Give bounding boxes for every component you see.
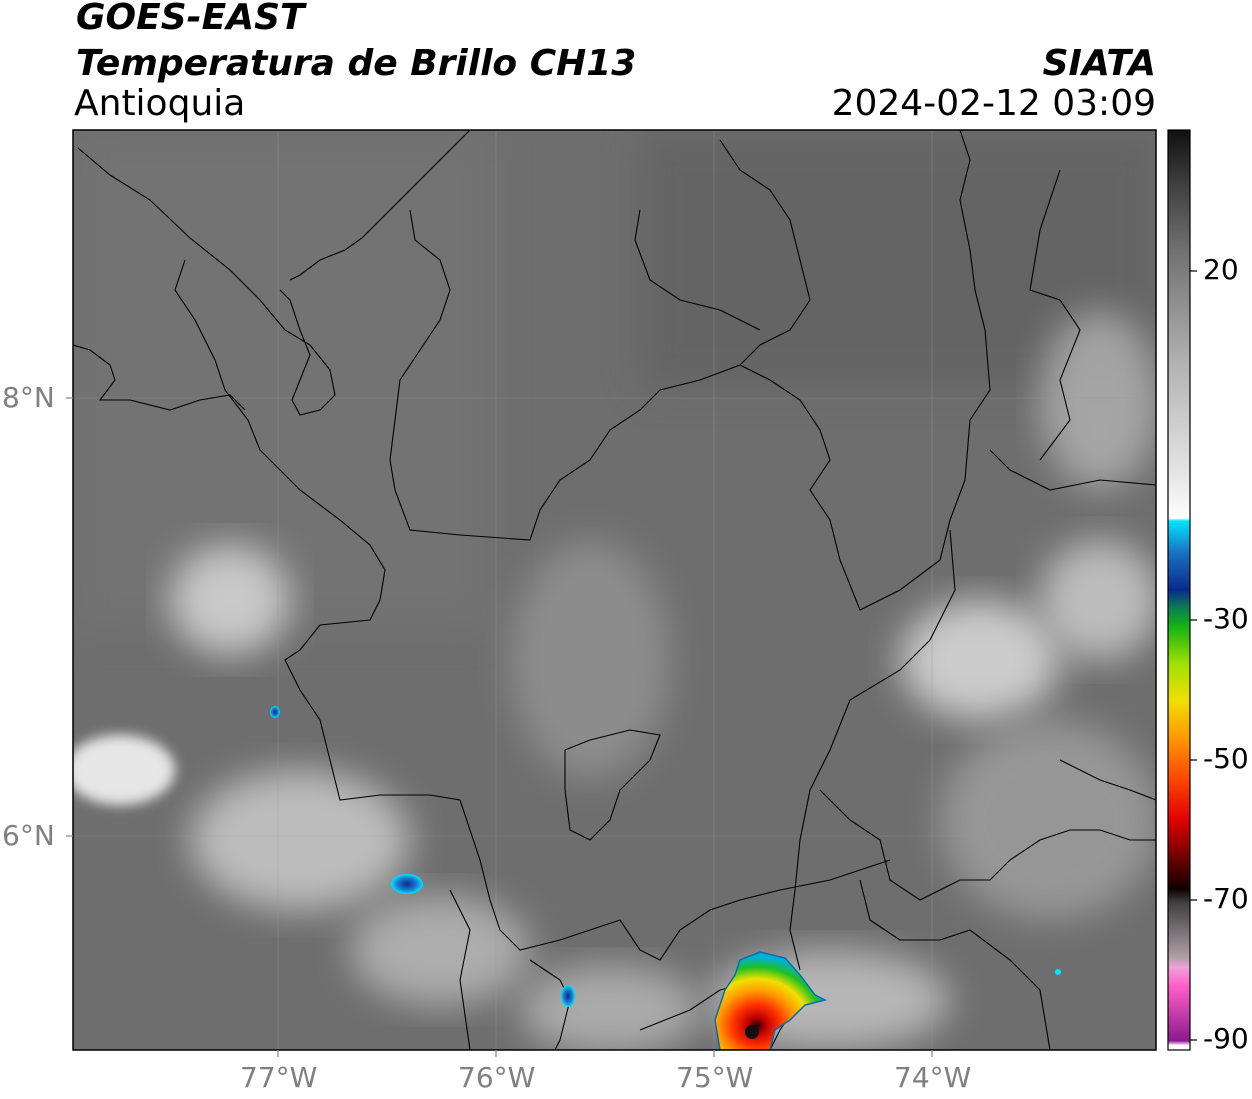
medellin-area — [564, 729, 661, 841]
agency-label: SIATA — [1042, 43, 1156, 84]
convective-cell-3 — [561, 985, 575, 1007]
cloud-7 — [1040, 310, 1156, 490]
cloud-3 — [190, 770, 410, 910]
santander-border — [989, 449, 1156, 491]
east-border — [1059, 759, 1156, 801]
cloud-6 — [1040, 540, 1156, 660]
cloud-4 — [350, 895, 530, 1005]
valley-brightness — [510, 540, 670, 780]
antioquia-north-border — [389, 139, 811, 541]
cloud-8 — [940, 720, 1156, 920]
coastline-darien — [73, 344, 246, 411]
satellite-title: GOES-EAST — [76, 0, 305, 38]
lon-label-75w: 75°W — [676, 1061, 754, 1094]
colorbar-ticks — [1190, 270, 1197, 1041]
map-frame — [72, 129, 1157, 1051]
cloud-1 — [170, 545, 290, 655]
antioquia-east-border — [789, 529, 956, 971]
colorbar-label-20: 20 — [1203, 253, 1239, 286]
coastline-uraba — [77, 147, 336, 416]
convective-cell-2 — [391, 874, 423, 894]
convective-cell-4 — [1055, 969, 1061, 975]
boyaca-border — [819, 789, 1156, 901]
venezuela-border — [1029, 169, 1081, 461]
product-title: Temperatura de Brillo CH13 — [76, 43, 637, 84]
lon-label-76w: 76°W — [458, 1061, 536, 1094]
map-panel — [73, 130, 1156, 1050]
tone-nw — [73, 130, 493, 630]
lon-label-74w: 74°W — [894, 1061, 972, 1094]
colorbar-label-minus70: -70 — [1203, 882, 1249, 915]
bolivar-border — [739, 130, 991, 611]
cloud-2 — [73, 735, 175, 805]
colorbar-label-minus90: -90 — [1203, 1022, 1249, 1055]
lat-label-8n: 8°N — [2, 381, 55, 414]
boundaries — [73, 130, 1156, 1050]
convective-cell-1 — [270, 706, 280, 718]
lat-label-6n: 6°N — [2, 819, 55, 852]
datetime-label: 2024-02-12 03:09 — [831, 83, 1156, 124]
graticule — [73, 130, 1156, 1050]
choco-south-border — [449, 889, 471, 1050]
coastline-caribbean — [289, 130, 471, 281]
storm-system — [714, 951, 828, 1050]
lon-label-77w: 77°W — [240, 1061, 318, 1094]
cloud-5 — [900, 600, 1060, 720]
cordoba-border — [634, 209, 761, 331]
axis-ticks — [66, 397, 933, 1057]
cundinamarca-border — [859, 879, 1051, 1050]
storm-core — [745, 1025, 759, 1039]
region-label: Antioquia — [74, 83, 246, 124]
colorbar — [1167, 129, 1191, 1051]
colorbar-label-minus50: -50 — [1203, 742, 1249, 775]
antioquia-west-border — [174, 259, 891, 961]
cloud-10 — [520, 965, 700, 1050]
colorbar-label-minus30: -30 — [1203, 602, 1249, 635]
